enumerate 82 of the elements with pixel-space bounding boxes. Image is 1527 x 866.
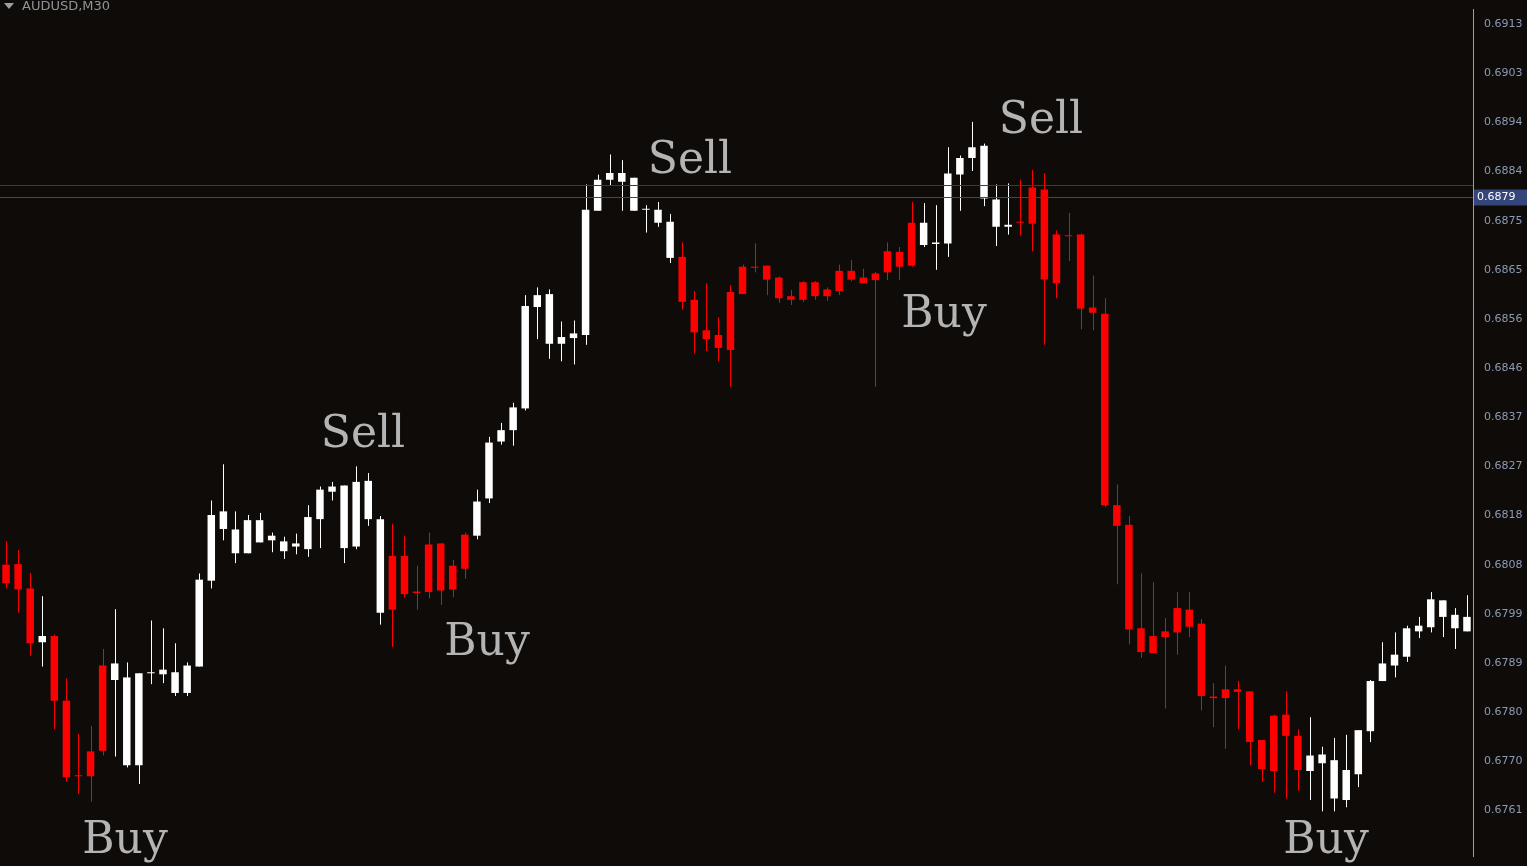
candlestick — [171, 642, 179, 697]
candlestick — [1221, 665, 1230, 750]
y-tick-label: 0.6856 — [1484, 311, 1523, 325]
candlestick — [762, 265, 771, 296]
y-tick-label: 0.6799 — [1484, 606, 1523, 620]
chart-title: AUDUSD,M30 — [22, 0, 111, 13]
candlestick — [219, 463, 228, 541]
candlestick — [279, 536, 288, 560]
candlestick — [1390, 631, 1399, 678]
y-tick-label: 0.6761 — [1484, 803, 1523, 817]
annotation: Sell — [647, 132, 733, 183]
annotation: Buy — [1283, 812, 1369, 863]
candlestick — [714, 316, 723, 362]
y-tick-label: 0.6837 — [1484, 410, 1523, 424]
y-tick-label: 0.6780 — [1484, 704, 1523, 718]
y-tick-label: 0.6789 — [1484, 655, 1523, 669]
y-tick-label: 0.6818 — [1484, 508, 1523, 522]
candlestick — [1463, 594, 1471, 632]
candlestick — [618, 159, 626, 212]
candlestick — [147, 620, 155, 685]
candlestick — [871, 271, 880, 388]
candlestick — [292, 533, 300, 555]
candlestick — [883, 241, 892, 281]
candlestick — [231, 510, 240, 564]
candlestick — [895, 246, 904, 281]
candlestick — [799, 280, 807, 303]
candlestick — [968, 121, 976, 172]
candlestick — [1306, 716, 1314, 801]
candlestick — [775, 276, 783, 304]
candlestick — [605, 153, 614, 186]
candlestick — [497, 422, 505, 446]
y-tick-label: 0.6903 — [1484, 66, 1523, 80]
y-tick-label: 0.6846 — [1484, 360, 1523, 374]
candlestick — [533, 286, 542, 340]
y-tick-label: 0.6913 — [1484, 16, 1523, 30]
candlestick — [1378, 641, 1387, 682]
candlestick — [38, 595, 46, 668]
annotation: Buy — [444, 614, 530, 665]
candlestick — [1004, 182, 1012, 236]
y-tick-label: 0.6894 — [1484, 115, 1523, 129]
y-tick-label: 0.6884 — [1484, 164, 1523, 178]
y-tick-label: 0.6827 — [1484, 459, 1523, 473]
candlestick — [1161, 617, 1169, 709]
candlestick — [702, 282, 711, 352]
candlestick — [1233, 680, 1242, 730]
y-tick-label: 0.6770 — [1484, 754, 1523, 768]
candlestick — [956, 154, 964, 212]
candlestick — [1451, 607, 1459, 650]
candlestick — [1282, 690, 1290, 799]
candlestick — [449, 559, 457, 598]
candlestick — [509, 402, 517, 447]
candlestick — [1016, 179, 1024, 237]
candlestick — [1113, 483, 1121, 585]
candlestick — [2, 540, 10, 589]
candlestick — [919, 202, 928, 248]
annotation: Buy — [82, 812, 168, 863]
annotation: Buy — [901, 286, 987, 337]
candlestick — [1088, 274, 1097, 331]
candlestick — [159, 627, 167, 684]
candlestick — [1318, 746, 1326, 812]
annotation: Sell — [998, 92, 1084, 143]
candlestick — [847, 259, 855, 282]
annotation: Sell — [320, 406, 406, 457]
candlestick — [931, 204, 940, 271]
candlestick — [1149, 581, 1157, 654]
candlestick — [328, 481, 336, 502]
candlestick — [1137, 572, 1145, 659]
candlestick — [1439, 599, 1447, 638]
y-tick-label: 0.6808 — [1484, 557, 1523, 571]
candlestick — [110, 608, 119, 758]
candlestick — [1185, 591, 1194, 638]
candlestick — [255, 512, 264, 543]
candlestick — [642, 204, 650, 234]
candlestick — [1064, 212, 1073, 262]
ref-line-label: 0.6879 — [1477, 190, 1516, 204]
candlestick — [654, 201, 662, 228]
y-tick-label: 0.6875 — [1484, 213, 1523, 227]
y-tick-label: 0.6865 — [1484, 262, 1523, 276]
candlestick — [557, 321, 566, 362]
candlestick — [835, 264, 843, 296]
candlestick — [569, 319, 578, 365]
candlestick — [811, 280, 819, 301]
